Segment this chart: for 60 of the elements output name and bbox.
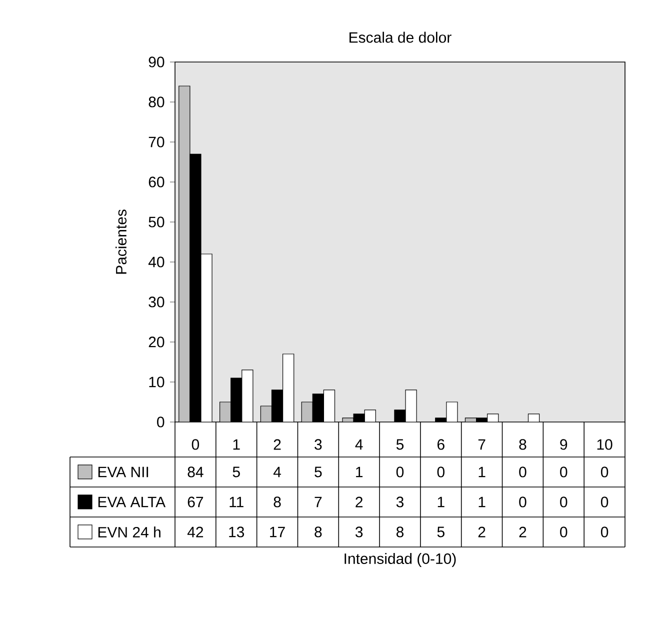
y-tick-label: 0 — [157, 416, 164, 428]
data-label: 67 — [188, 496, 204, 508]
y-tick-label: 40 — [148, 256, 164, 268]
legend-label: EVN 24 h — [98, 526, 160, 538]
data-label: 3 — [396, 496, 404, 508]
data-label: 0 — [600, 526, 608, 538]
legend-label: EVA ALTA — [98, 496, 166, 508]
x-tick-label: 0 — [192, 439, 200, 450]
x-tick-label: 3 — [314, 439, 322, 450]
data-label: 5 — [232, 466, 240, 478]
y-tick-label: 70 — [148, 136, 164, 148]
x-tick-label: 8 — [519, 439, 526, 450]
legend-label: EVA NII — [98, 466, 148, 478]
data-label: 8 — [314, 526, 322, 538]
data-label: 2 — [519, 526, 526, 538]
data-label: 1 — [478, 466, 486, 478]
y-tick-label: 90 — [148, 56, 164, 68]
y-tick-label: 30 — [148, 296, 164, 308]
data-label: 1 — [356, 466, 363, 478]
x-tick-label: 7 — [478, 439, 486, 450]
data-label: 0 — [396, 466, 404, 478]
data-label: 0 — [600, 496, 608, 508]
data-label: 8 — [396, 526, 404, 538]
y-tick-label: 80 — [148, 96, 164, 108]
data-label: 42 — [187, 526, 204, 538]
x-tick-label: 10 — [597, 439, 612, 450]
data-label: 4 — [273, 466, 282, 478]
data-label: 1 — [438, 496, 444, 508]
data-label: 5 — [437, 526, 444, 538]
chart-title: Escala de dolor — [350, 32, 452, 43]
data-label: 84 — [188, 466, 204, 478]
data-label: 13 — [229, 526, 244, 538]
x-tick-label: 2 — [274, 439, 281, 450]
x-tick-label: 1 — [233, 439, 240, 450]
x-tick-label: 5 — [396, 439, 404, 450]
data-label: 0 — [519, 466, 526, 478]
data-label: 11 — [230, 496, 244, 508]
data-label: 0 — [560, 496, 568, 508]
x-tick-label: 9 — [560, 439, 568, 450]
data-label: 1 — [478, 496, 486, 508]
data-label: 7 — [314, 496, 322, 508]
data-label: 0 — [560, 466, 568, 478]
data-label: 0 — [560, 526, 568, 538]
text: Intensidad (0-10) — [344, 553, 456, 567]
x-tick-label: 4 — [355, 439, 363, 450]
y-tick-label: 50 — [148, 216, 164, 228]
data-label: 2 — [356, 496, 363, 508]
y-tick-label: 20 — [148, 336, 164, 348]
data-label: 5 — [314, 466, 322, 478]
y-tick-label: 10 — [149, 376, 164, 388]
data-label: 0 — [437, 466, 444, 478]
data-label: 0 — [600, 466, 608, 478]
data-label: 2 — [478, 526, 486, 538]
y-axis-title: Pacientes — [116, 210, 127, 274]
data-label: 17 — [270, 526, 285, 538]
data-label: 8 — [274, 496, 281, 508]
data-label: 3 — [355, 526, 363, 538]
data-label: 0 — [519, 496, 526, 508]
x-tick-label: 6 — [438, 439, 444, 450]
y-tick-label: 60 — [148, 176, 164, 188]
